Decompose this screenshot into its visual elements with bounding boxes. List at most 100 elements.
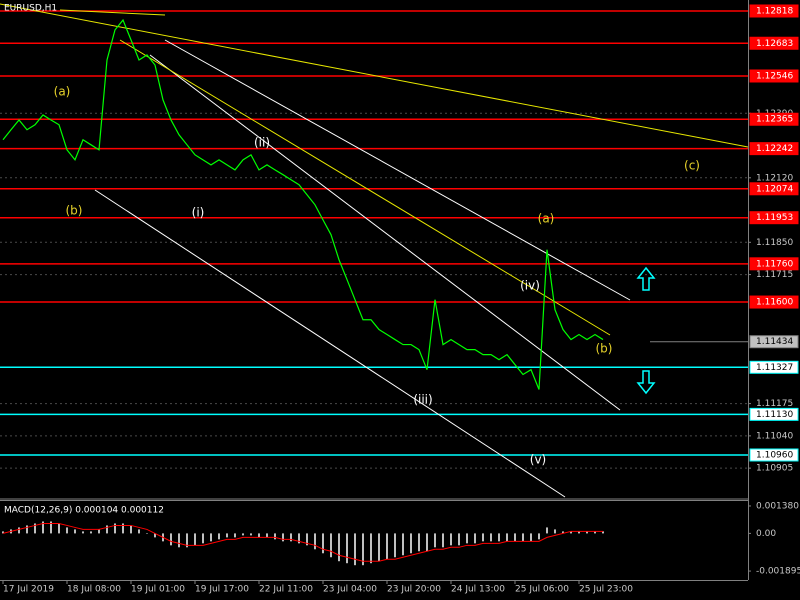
- level-label: 1.12818: [756, 6, 793, 16]
- channel-line: [94, 189, 566, 498]
- level-label-box: [749, 69, 799, 83]
- level-label-box: [749, 4, 799, 18]
- level-label: 1.12074: [756, 184, 793, 194]
- macd-bar: [146, 533, 148, 534]
- macd-bar: [330, 533, 332, 558]
- wave-label: (ii): [254, 136, 270, 150]
- macd-bar: [514, 533, 516, 542]
- macd-bar: [378, 533, 380, 562]
- macd-bar: [210, 533, 212, 542]
- macd-bar: [554, 529, 556, 534]
- macd-bar: [370, 533, 372, 564]
- macd-bar: [522, 533, 524, 542]
- macd-bar: [170, 533, 172, 546]
- macd-bar: [354, 533, 356, 566]
- level-label: 1.12546: [756, 71, 793, 81]
- macd-bar: [74, 529, 76, 534]
- macd-bar: [338, 533, 340, 562]
- macd-bar: [202, 533, 204, 544]
- macd-bar: [474, 533, 476, 544]
- macd-bar: [314, 533, 316, 550]
- x-tick-label: 22 Jul 11:00: [259, 585, 313, 595]
- macd-bar: [530, 533, 532, 542]
- trend-line: [0, 3, 749, 148]
- trend-line: [59, 9, 166, 16]
- macd-bar: [394, 533, 396, 558]
- level-label-box: [749, 211, 799, 225]
- chart-title: EURUSD,H1: [4, 4, 57, 14]
- macd-bar: [362, 533, 364, 566]
- macd-bar: [562, 531, 564, 534]
- macd-bar: [98, 529, 100, 534]
- x-tick-label: 24 Jul 13:00: [451, 585, 505, 595]
- macd-bar: [466, 533, 468, 544]
- y-tick-label: 0.00: [756, 529, 776, 539]
- macd-bar: [138, 529, 140, 534]
- channel-line: [164, 39, 631, 301]
- macd-bar: [458, 533, 460, 546]
- macd-bar: [234, 533, 236, 538]
- macd-bar: [194, 533, 196, 546]
- level-label: 1.11130: [756, 410, 793, 420]
- channel-line: [119, 39, 611, 336]
- y-tick-label: 1.10905: [756, 464, 793, 474]
- signal-line: [2, 522, 603, 562]
- level-label: 1.12242: [756, 144, 793, 154]
- macd-bar: [450, 533, 452, 546]
- level-label-box: [749, 182, 799, 196]
- macd-bar: [570, 531, 572, 534]
- level-label: 1.11327: [756, 363, 793, 373]
- macd-bar: [58, 523, 60, 534]
- macd-bar: [578, 531, 580, 534]
- macd-bar: [242, 533, 244, 536]
- y-tick-label: -0.001895: [756, 567, 800, 577]
- macd-bar: [250, 533, 252, 536]
- x-tick-label: 19 Jul 01:00: [131, 585, 185, 595]
- wave-label: (i): [192, 206, 205, 220]
- y-tick-label: 0.001380: [756, 501, 799, 511]
- y-tick-label: 1.11715: [756, 270, 793, 280]
- macd-bar: [434, 533, 436, 548]
- level-label: 1.10960: [756, 450, 793, 460]
- wave-label: (iv): [520, 279, 540, 293]
- macd-bar: [82, 531, 84, 534]
- macd-bar: [282, 533, 284, 542]
- macd-bar: [298, 533, 300, 544]
- level-label-box: [749, 36, 799, 50]
- y-tick-label: 1.11850: [756, 238, 793, 248]
- macd-bar: [290, 533, 292, 542]
- macd-title: MACD(12,26,9) 0.000104 0.000112: [4, 506, 164, 516]
- x-tick-label: 18 Jul 08:00: [67, 585, 121, 595]
- macd-bar: [306, 533, 308, 546]
- macd-bar: [490, 533, 492, 542]
- macd-bar: [114, 523, 116, 534]
- macd-bar: [2, 531, 4, 534]
- up-arrow: [636, 266, 656, 291]
- macd-bar: [410, 533, 412, 554]
- macd-bar: [34, 523, 36, 534]
- macd-bar: [178, 533, 180, 548]
- wave-label: (c): [684, 159, 700, 173]
- x-tick-label: 17 Jul 2019: [3, 585, 54, 595]
- level-label-box: [749, 360, 799, 374]
- level-label-box: [749, 257, 799, 271]
- macd-bar: [538, 533, 540, 540]
- macd-bar: [186, 533, 188, 548]
- level-label: 1.11434: [756, 337, 793, 347]
- level-label-box: [749, 407, 799, 421]
- level-label: 1.11600: [756, 298, 793, 308]
- macd-bar: [346, 533, 348, 564]
- macd-bar: [546, 527, 548, 534]
- macd-bar: [506, 533, 508, 542]
- macd-bar: [50, 521, 52, 534]
- macd-bar: [442, 533, 444, 548]
- macd-bar: [226, 533, 228, 538]
- macd-bar: [18, 527, 20, 534]
- level-label: 1.11760: [756, 259, 793, 269]
- macd-bar: [418, 533, 420, 552]
- macd-bar: [402, 533, 404, 556]
- macd-bar: [90, 531, 92, 534]
- level-label-box: [749, 142, 799, 156]
